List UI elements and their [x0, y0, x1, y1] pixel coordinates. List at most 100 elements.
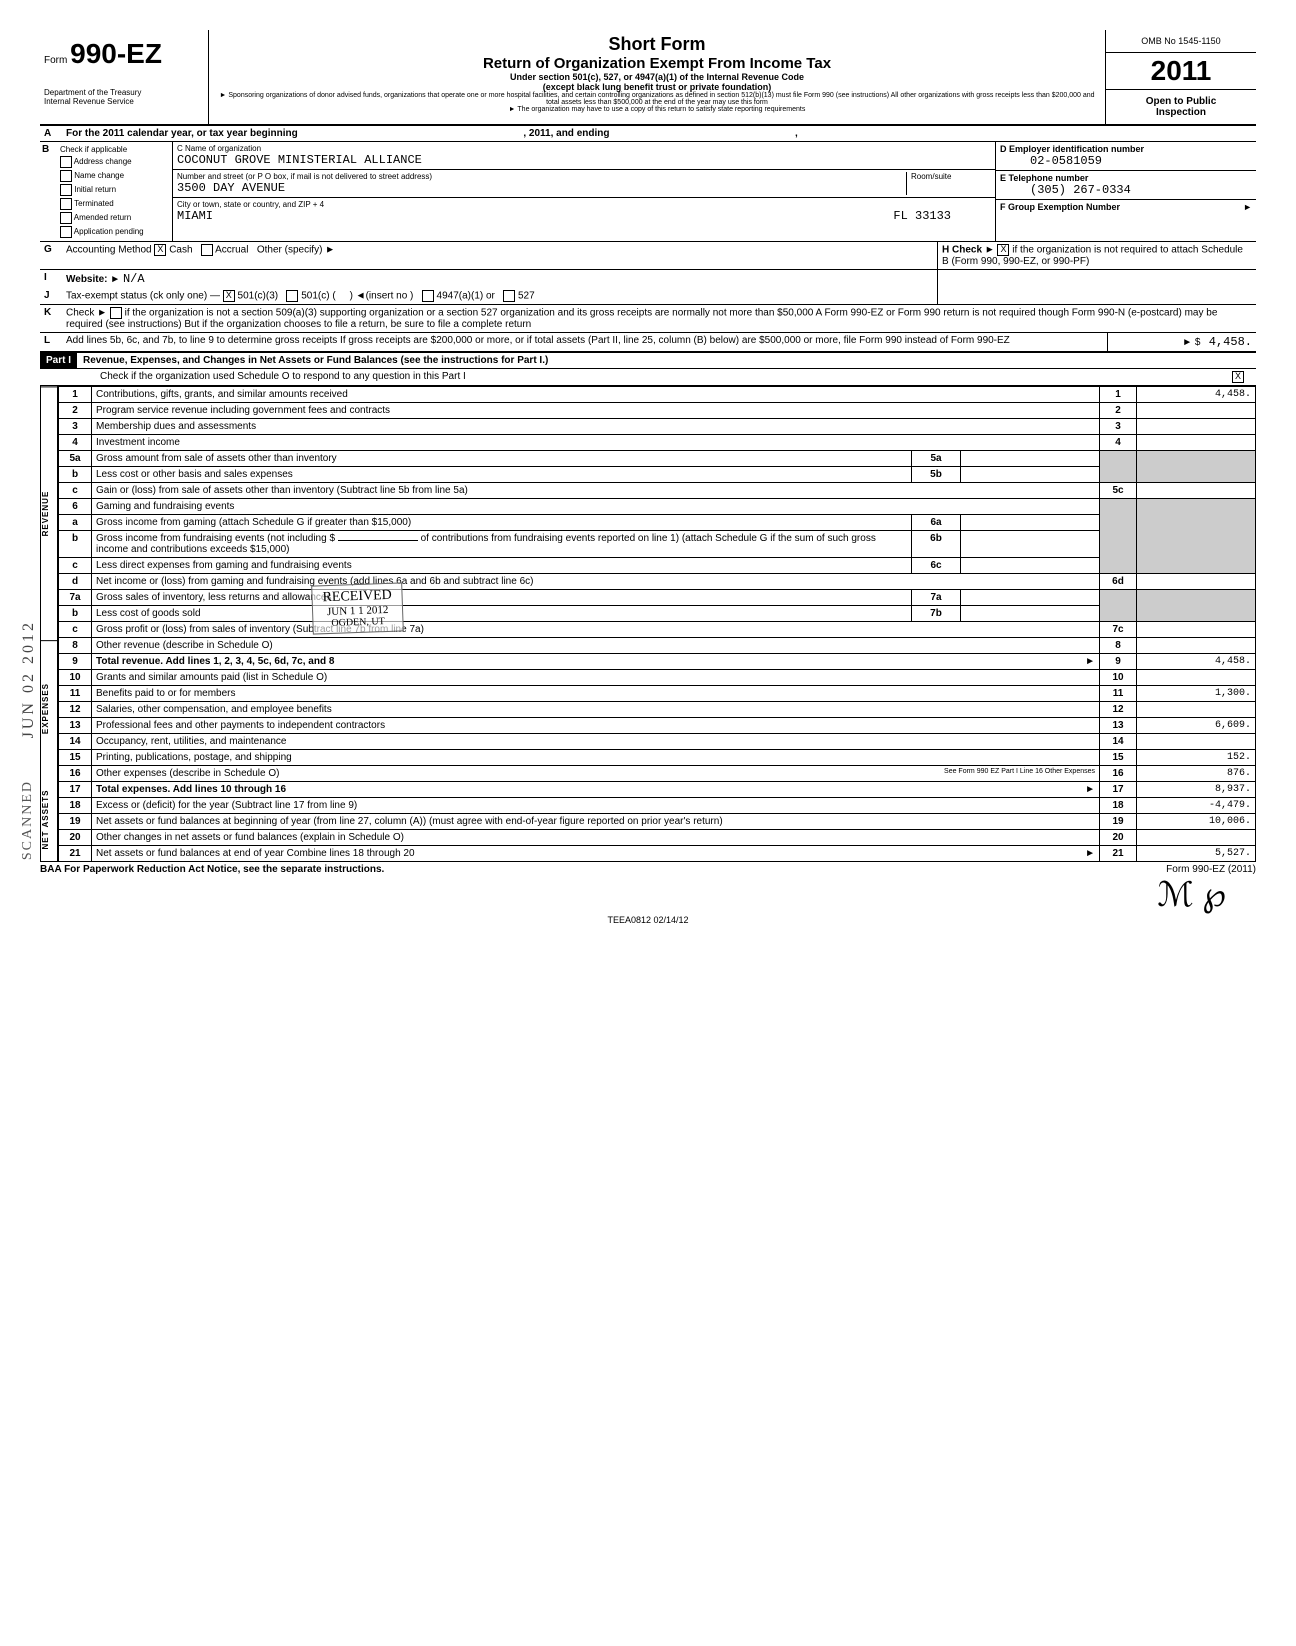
- line-2: 2 Program service revenue including gove…: [59, 403, 1256, 419]
- title-sponsor: ► Sponsoring organizations of donor advi…: [217, 92, 1097, 106]
- j2: 501(c) (: [301, 291, 335, 302]
- l2-en: 2: [1100, 403, 1137, 419]
- l3-ev: [1137, 419, 1256, 435]
- d-label: D Employer identification number: [1000, 144, 1144, 154]
- cb-k[interactable]: [110, 307, 122, 319]
- line-6a: a Gross income from gaming (attach Sched…: [59, 515, 1256, 531]
- form-header: Form 990-EZ Department of the Treasury I…: [40, 30, 1256, 126]
- l5a-n: 5a: [59, 451, 92, 467]
- cb-address[interactable]: [60, 156, 72, 168]
- row-g-h: G Accounting Method X Cash Accrual Other…: [40, 242, 1256, 270]
- cb-name[interactable]: [60, 170, 72, 182]
- l6a-n: a: [59, 515, 92, 531]
- l15-n: 15: [59, 750, 92, 766]
- l4-ev: [1137, 435, 1256, 451]
- l15-d: Printing, publications, postage, and shi…: [92, 750, 1100, 766]
- l14-en: 14: [1100, 734, 1137, 750]
- part1-header-row: Part I Revenue, Expenses, and Changes in…: [40, 352, 1256, 369]
- l5c-en: 5c: [1100, 483, 1137, 499]
- g-other: Other (specify) ►: [257, 245, 335, 256]
- l8-en: 8: [1100, 638, 1137, 654]
- l5c-ev: [1137, 483, 1256, 499]
- l7a-d: Gross sales of inventory, less returns a…: [92, 590, 912, 606]
- k-label: Check ►: [66, 308, 107, 319]
- l12-n: 12: [59, 702, 92, 718]
- section-bcdef: B Check if applicable Address change Nam…: [40, 142, 1256, 242]
- l6b-mv: [961, 531, 1100, 558]
- l19-ev: 10,006.: [1137, 814, 1256, 830]
- city: MIAMI: [177, 209, 213, 223]
- room-label: Room/suite: [906, 172, 991, 195]
- line-15: 15 Printing, publications, postage, and …: [59, 750, 1256, 766]
- part1-title: Revenue, Expenses, and Changes in Net As…: [77, 353, 554, 368]
- dept-irs: Internal Revenue Service: [44, 97, 204, 106]
- vert-labels: REVENUE EXPENSES NET ASSETS: [40, 386, 58, 862]
- l7c-n: c: [59, 622, 92, 638]
- j4: 4947(a)(1) or: [437, 291, 495, 302]
- line-7a: 7a Gross sales of inventory, less return…: [59, 590, 1256, 606]
- state-zip: FL 33133: [893, 209, 991, 223]
- title-except: (except black lung benefit trust or priv…: [217, 82, 1097, 92]
- line-17: 17 Total expenses. Add lines 10 through …: [59, 782, 1256, 798]
- addr-label: Number and street (or P O box, if mail i…: [177, 172, 432, 181]
- l4-d: Investment income: [92, 435, 1100, 451]
- cb-527[interactable]: [503, 290, 515, 302]
- h-box: H Check ► X if the organization is not r…: [937, 242, 1256, 269]
- cb-4947[interactable]: [422, 290, 434, 302]
- side-stamp-scanned: SCANNED: [20, 780, 36, 860]
- cb-cash[interactable]: X: [154, 244, 166, 256]
- line-7b: b Less cost of goods sold 7b: [59, 606, 1256, 622]
- footer-teea: TEEA0812 02/14/12: [40, 915, 1256, 925]
- l9-en: 9: [1100, 654, 1137, 670]
- cb-accrual[interactable]: [201, 244, 213, 256]
- line-6: 6 Gaming and fundraising events: [59, 499, 1256, 515]
- l7b-d: Less cost of goods sold: [92, 606, 912, 622]
- j1: 501(c)(3): [238, 291, 279, 302]
- l12-en: 12: [1100, 702, 1137, 718]
- l6d-ev: [1137, 574, 1256, 590]
- l7a-mn: 7a: [912, 590, 961, 606]
- l15-en: 15: [1100, 750, 1137, 766]
- i-label: Website: ►: [66, 274, 120, 285]
- l1-en: 1: [1100, 387, 1137, 403]
- l13-ev: 6,609.: [1137, 718, 1256, 734]
- l9-ev: 4,458.: [1137, 654, 1256, 670]
- l5a-mv: [961, 451, 1100, 467]
- form-number-box: Form 990-EZ Department of the Treasury I…: [40, 30, 209, 124]
- l10-en: 10: [1100, 670, 1137, 686]
- cb-501c3[interactable]: X: [223, 290, 235, 302]
- l5b-mv: [961, 467, 1100, 483]
- cb-pending[interactable]: [60, 226, 72, 238]
- title-section: Under section 501(c), 527, or 4947(a)(1)…: [217, 72, 1097, 82]
- vert-revenue: REVENUE: [41, 386, 57, 640]
- label-a: A: [40, 126, 62, 141]
- cb-schedule-o[interactable]: X: [1232, 371, 1244, 383]
- l6b-pre: Gross income from fundraising events (no…: [96, 533, 335, 544]
- row-i: I Website: ► N/A: [40, 270, 1256, 288]
- org-name: COCONUT GROVE MINISTERIAL ALLIANCE: [177, 153, 422, 167]
- l3-en: 3: [1100, 419, 1137, 435]
- form-number: 990-EZ: [70, 38, 162, 69]
- l5b-n: b: [59, 467, 92, 483]
- b-item-1: Name change: [74, 171, 124, 180]
- cb-501c[interactable]: [286, 290, 298, 302]
- l-val: 4,458.: [1209, 335, 1252, 349]
- line-13: 13 Professional fees and other payments …: [59, 718, 1256, 734]
- l14-ev: [1137, 734, 1256, 750]
- row-l: L Add lines 5b, 6c, and 7b, to line 9 to…: [40, 333, 1256, 352]
- vert-netassets: NET ASSETS: [41, 777, 57, 861]
- l5ab-shade: [1100, 451, 1137, 483]
- cb-initial[interactable]: [60, 184, 72, 196]
- g-accrual: Accrual: [215, 245, 248, 256]
- cb-h[interactable]: X: [997, 244, 1009, 256]
- l6c-mv: [961, 558, 1100, 574]
- l6d-d: Net income or (loss) from gaming and fun…: [92, 574, 1100, 590]
- tax-year: 2011: [1106, 53, 1256, 90]
- b-item-2: Initial return: [74, 185, 116, 194]
- l19-d: Net assets or fund balances at beginning…: [92, 814, 1100, 830]
- line-5b: b Less cost or other basis and sales exp…: [59, 467, 1256, 483]
- cb-amended[interactable]: [60, 212, 72, 224]
- footer-form: Form 990-EZ (2011): [1166, 864, 1256, 875]
- cb-terminated[interactable]: [60, 198, 72, 210]
- label-i: I: [40, 270, 62, 288]
